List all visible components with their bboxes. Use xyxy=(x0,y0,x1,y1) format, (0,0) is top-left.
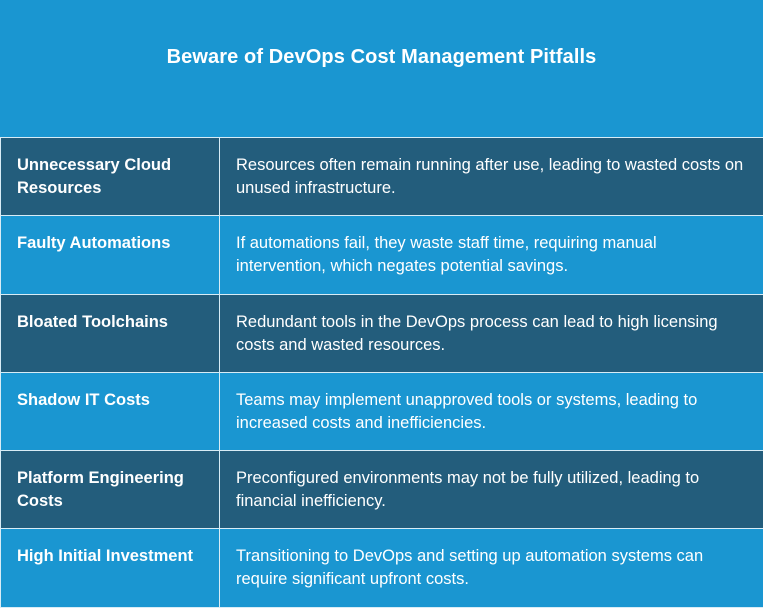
page-title: Beware of DevOps Cost Management Pitfall… xyxy=(0,46,763,69)
pitfall-label: Platform Engineering Costs xyxy=(1,451,220,529)
pitfall-description: Transitioning to DevOps and setting up a… xyxy=(220,529,763,607)
pitfall-label: Shadow IT Costs xyxy=(1,372,220,450)
table-row: Unnecessary Cloud Resources Resources of… xyxy=(1,138,763,216)
pitfall-label: High Initial Investment xyxy=(1,529,220,607)
pitfall-description: Redundant tools in the DevOps process ca… xyxy=(220,294,763,372)
pitfall-label: Unnecessary Cloud Resources xyxy=(1,138,220,216)
table-row: Shadow IT Costs Teams may implement unap… xyxy=(1,372,763,450)
table-row: Bloated Toolchains Redundant tools in th… xyxy=(1,294,763,372)
pitfall-description: If automations fail, they waste staff ti… xyxy=(220,216,763,294)
header: Beware of DevOps Cost Management Pitfall… xyxy=(0,0,763,137)
pitfall-description: Resources often remain running after use… xyxy=(220,138,763,216)
pitfalls-table: Unnecessary Cloud Resources Resources of… xyxy=(0,137,763,608)
table-row: High Initial Investment Transitioning to… xyxy=(1,529,763,607)
pitfall-label: Faulty Automations xyxy=(1,216,220,294)
pitfall-label: Bloated Toolchains xyxy=(1,294,220,372)
pitfall-description: Preconfigured environments may not be fu… xyxy=(220,451,763,529)
table-row: Platform Engineering Costs Preconfigured… xyxy=(1,451,763,529)
pitfall-description: Teams may implement unapproved tools or … xyxy=(220,372,763,450)
table-row: Faulty Automations If automations fail, … xyxy=(1,216,763,294)
